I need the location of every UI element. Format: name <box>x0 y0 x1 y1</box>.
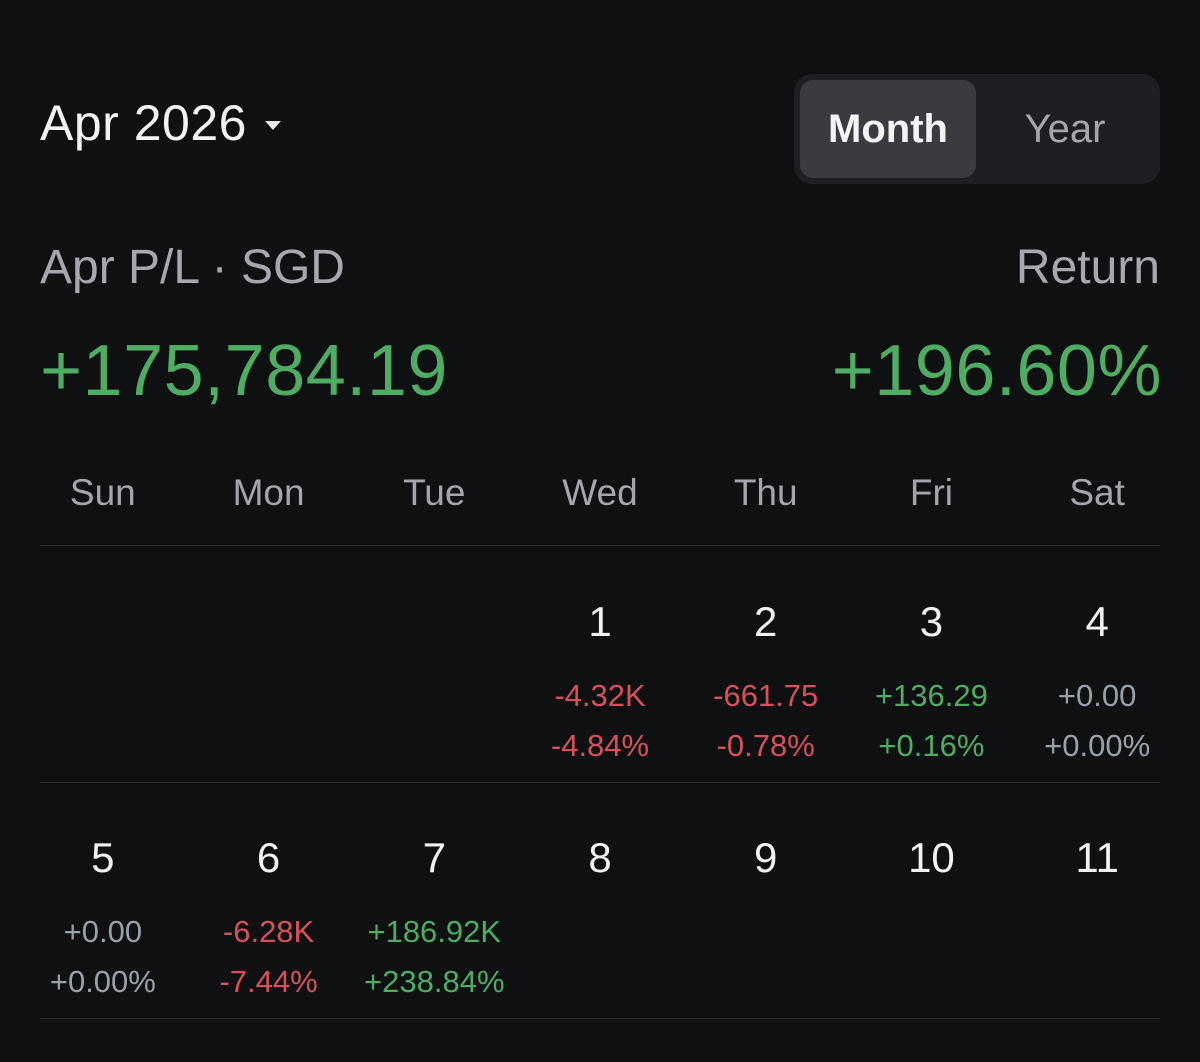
divider <box>40 545 1160 546</box>
day-pl-amount: +0.00 <box>63 914 143 949</box>
day-number: 11 <box>1075 834 1119 881</box>
month-label: Apr 2026 <box>40 95 247 151</box>
day-pl-percent: -0.78% <box>716 728 815 763</box>
calendar-day-empty <box>20 598 186 798</box>
day-number: 5 <box>91 834 115 881</box>
weekday-tue: Tue <box>403 472 466 513</box>
day-number: 10 <box>908 834 955 881</box>
divider <box>40 782 1160 783</box>
pl-value: +175,784.19 <box>40 331 448 411</box>
calendar-day-2[interactable]: 2 -661.75 -0.78% <box>683 598 849 798</box>
day-number: 1 <box>588 598 612 645</box>
calendar-day-10[interactable]: 10 <box>849 834 1015 1034</box>
day-pl-amount: +136.29 <box>874 678 988 713</box>
weekday-header: Sun Mon Tue Wed Thu Fri Sat <box>20 472 1180 514</box>
day-pl-amount: +186.92K <box>367 914 502 949</box>
day-pl-amount: -6.28K <box>222 914 315 949</box>
weekday-mon: Mon <box>232 472 305 513</box>
day-pl-percent: +238.84% <box>364 964 505 999</box>
day-pl-amount: -4.32K <box>554 678 646 713</box>
day-pl-amount: -661.75 <box>713 678 819 713</box>
pl-label: Apr P/L · SGD <box>40 241 345 294</box>
day-pl-percent: +0.00% <box>1044 728 1151 763</box>
calendar-header: Apr 2026 Month Year <box>40 72 1160 186</box>
weekday-sat: Sat <box>1069 472 1125 513</box>
divider <box>40 1018 1160 1019</box>
day-pl-amount: +0.00 <box>1057 678 1137 713</box>
return-value: +196.60% <box>831 331 1162 411</box>
day-pl-percent: -4.84% <box>550 728 650 763</box>
month-picker[interactable]: Apr 2026 <box>40 94 281 152</box>
calendar-day-5[interactable]: 5 +0.00 +0.00% <box>20 834 186 1034</box>
day-number: 2 <box>754 598 778 645</box>
day-number: 3 <box>919 598 944 645</box>
view-toggle: Month Year <box>794 74 1160 184</box>
day-pl-percent: -7.44% <box>219 964 318 999</box>
calendar-week: 1 -4.32K -4.84% 2 -661.75 -0.78% 3 +136.… <box>20 598 1180 798</box>
calendar-day-8[interactable]: 8 <box>517 834 683 1034</box>
return-label: Return <box>1015 241 1160 294</box>
calendar-day-1[interactable]: 1 -4.32K -4.84% <box>517 598 683 798</box>
caret-down-icon <box>264 120 281 130</box>
weekday-sun: Sun <box>69 472 136 513</box>
calendar-day-7[interactable]: 7 +186.92K +238.84% <box>351 834 517 1034</box>
day-number: 6 <box>256 834 281 881</box>
weekday-thu: Thu <box>733 472 798 513</box>
calendar-day-6[interactable]: 6 -6.28K -7.44% <box>186 834 352 1034</box>
calendar-week: 5 +0.00 +0.00% 6 -6.28K -7.44% 7 +186.92… <box>20 834 1180 1034</box>
calendar-day-4[interactable]: 4 +0.00 +0.00% <box>1014 598 1180 798</box>
calendar-day-3[interactable]: 3 +136.29 +0.16% <box>849 598 1015 798</box>
calendar-day-empty <box>186 598 352 798</box>
day-number: 9 <box>754 834 778 881</box>
calendar-day-11[interactable]: 11 <box>1014 834 1180 1034</box>
weekday-fri: Fri <box>909 472 953 513</box>
tab-month[interactable]: Month <box>800 80 976 178</box>
day-pl-percent: +0.16% <box>878 728 985 763</box>
calendar-day-9[interactable]: 9 <box>683 834 849 1034</box>
tab-year[interactable]: Year <box>1024 106 1106 151</box>
weekday-wed: Wed <box>562 472 638 513</box>
day-number: 4 <box>1085 598 1109 645</box>
calendar-day-empty <box>351 598 517 798</box>
day-number: 7 <box>422 834 446 881</box>
day-number: 8 <box>588 834 612 881</box>
day-pl-percent: +0.00% <box>49 964 156 999</box>
